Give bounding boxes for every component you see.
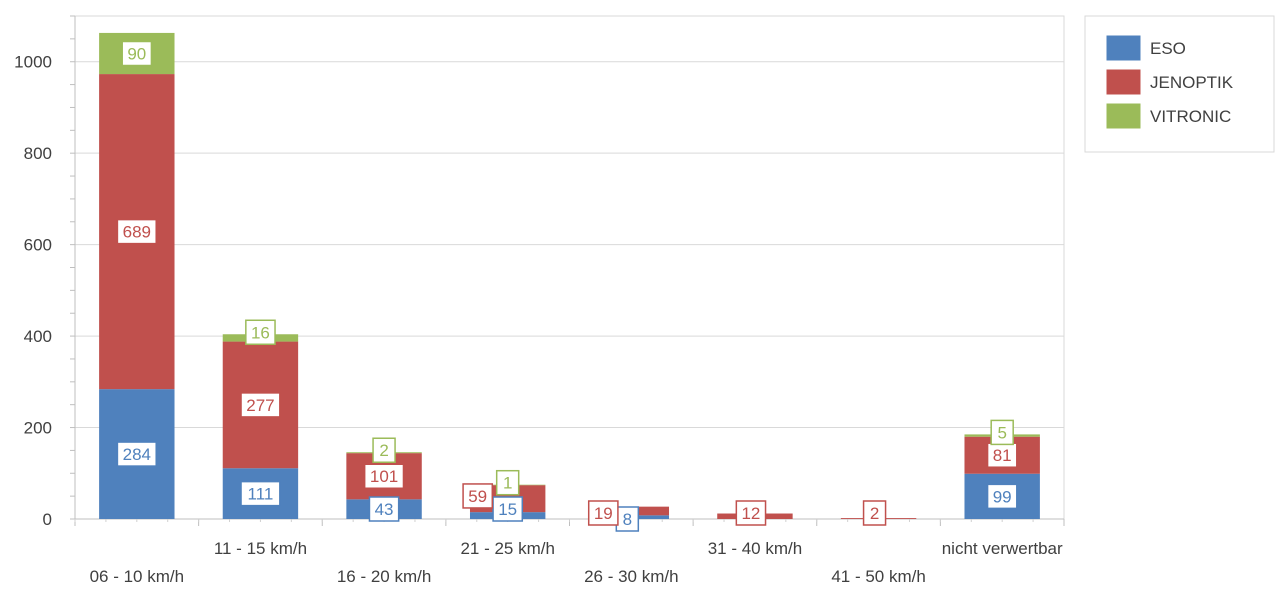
data-label-eso-06-10-km-h-box [116,441,157,467]
data-label-vitronic-21-25-km-h-box [495,469,520,496]
data-label-jenoptik-31-40-km-h: 12 [741,504,760,523]
legend-label-jenoptik: JENOPTIK [1150,73,1234,92]
y-tick-label: 0 [43,510,52,529]
data-label-eso-11-15-km-h: 111 [248,485,274,504]
y-tick-label: 1000 [14,53,52,72]
data-label-jenoptik-21-25-km-h: 59 [468,487,487,506]
y-tick-label: 600 [24,236,52,255]
data-label-eso-06-10-km-h: 284 [123,445,151,464]
x-tick-label: 31 - 40 km/h [708,539,803,558]
legend-swatch-eso [1106,35,1141,61]
data-label-jenoptik-nicht-verwertbar-box [986,442,1018,468]
legend-swatch-jenoptik [1106,69,1141,95]
data-label-eso-nicht-verwertbar-box [986,483,1018,510]
data-label-jenoptik-11-15-km-h: 277 [246,396,274,415]
data-label-jenoptik-nicht-verwertbar: 81 [993,446,1012,465]
data-label-vitronic-11-15-km-h: 16 [251,323,270,342]
data-label-vitronic-06-10-km-h-box [121,40,153,67]
data-label-jenoptik-26-30-km-h-box [587,500,619,526]
data-label-jenoptik-26-30-km-h: 19 [594,504,613,523]
data-label-jenoptik-21-25-km-h-box [462,483,494,509]
data-label-vitronic-nicht-verwertbar-box [990,419,1014,446]
x-tick-label: 41 - 50 km/h [831,567,926,586]
data-label-jenoptik-16-20-km-h: 101 [370,467,398,486]
x-tick-label: nicht verwertbar [942,539,1063,558]
data-label-jenoptik-41-50-km-h: 2 [870,504,879,523]
y-tick-label: 200 [24,419,52,438]
data-label-vitronic-06-10-km-h: 90 [127,44,146,63]
x-tick-label: 11 - 15 km/h [214,539,307,558]
x-tick-label: 06 - 10 km/h [90,567,185,586]
y-tick-label: 400 [24,327,52,346]
legend-label-eso: ESO [1150,39,1186,58]
data-label-eso-16-20-km-h: 43 [375,500,394,519]
x-tick-label: 16 - 20 km/h [337,567,432,586]
data-label-jenoptik-06-10-km-h: 689 [123,223,151,242]
data-label-eso-21-25-km-h: 15 [498,500,517,519]
y-tick-label: 800 [24,144,52,163]
x-tick-label: 26 - 30 km/h [584,567,679,586]
legend-label-vitronic: VITRONIC [1150,107,1231,126]
legend-swatch-vitronic [1106,103,1141,129]
x-tick-label: 21 - 25 km/h [460,539,555,558]
data-label-eso-21-25-km-h-box [492,496,524,522]
data-label-vitronic-16-20-km-h-box [372,437,396,463]
data-label-jenoptik-06-10-km-h-box [116,218,157,245]
data-label-vitronic-nicht-verwertbar: 5 [997,423,1006,442]
data-label-jenoptik-41-50-km-h-box [862,500,887,526]
data-label-eso-nicht-verwertbar: 99 [993,487,1012,506]
data-label-vitronic-16-20-km-h: 2 [379,441,388,460]
data-label-jenoptik-16-20-km-h-box [363,463,405,489]
data-label-jenoptik-31-40-km-h-box [735,500,767,526]
data-label-vitronic-21-25-km-h: 1 [503,474,512,493]
data-label-vitronic-11-15-km-h-box [245,319,276,346]
data-label-eso-26-30-km-h: 8 [623,510,632,529]
data-label-eso-11-15-km-h-box [240,480,281,507]
data-label-jenoptik-11-15-km-h-box [240,392,281,418]
data-label-eso-16-20-km-h-box [368,496,400,522]
